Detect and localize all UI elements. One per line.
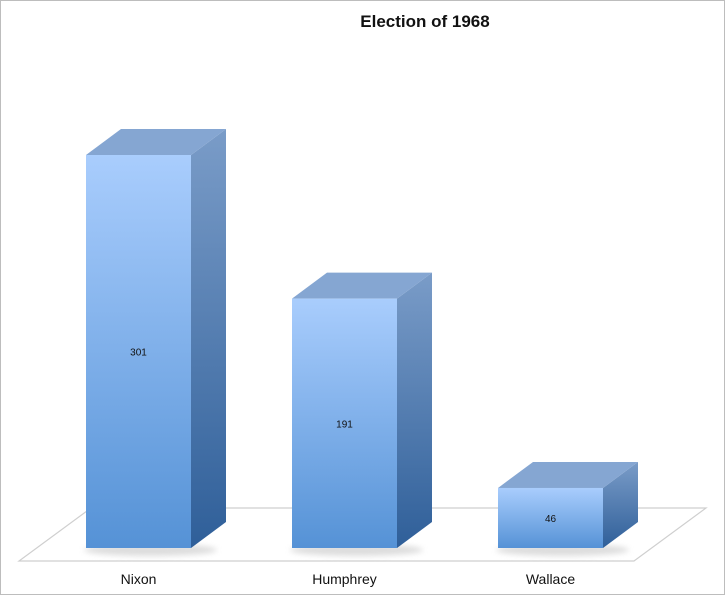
labels-layer: 301 Nixon 191 Humphrey 46 Wallace (121, 348, 576, 588)
bar-humphrey (292, 298, 397, 548)
bar-wallace (498, 487, 603, 548)
bar-top-nixon (86, 129, 226, 155)
x-tick-label-humphrey: Humphrey (312, 571, 377, 587)
x-tick-label-nixon: Nixon (121, 571, 157, 587)
bar-top-humphrey (292, 272, 432, 299)
data-label-wallace: 46 (545, 514, 557, 525)
data-label-humphrey: 191 (336, 419, 353, 430)
x-tick-label-wallace: Wallace (526, 571, 575, 587)
bar-side-wallace (603, 461, 638, 548)
bar-top-wallace (498, 461, 638, 488)
data-label-nixon: 301 (130, 348, 147, 359)
chart-title: Election of 1968 (360, 12, 489, 31)
bar-side-humphrey (397, 272, 432, 548)
bar-side-nixon (191, 129, 226, 548)
bars-layer (84, 129, 638, 556)
bar-nixon (86, 155, 191, 548)
